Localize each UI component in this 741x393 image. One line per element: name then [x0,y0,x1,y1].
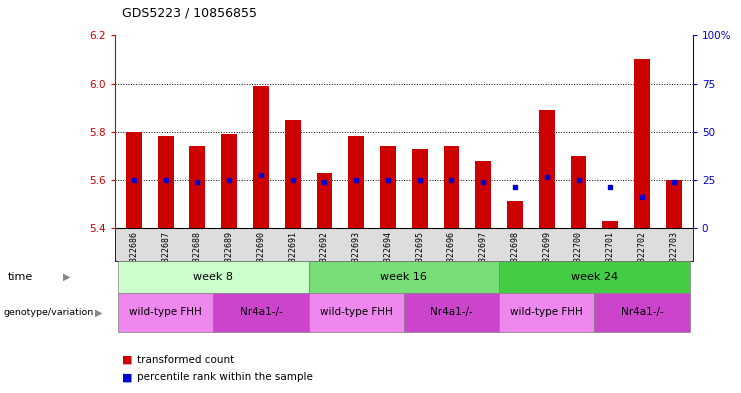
Text: time: time [7,272,33,282]
Text: GDS5223 / 10856855: GDS5223 / 10856855 [122,7,257,20]
Bar [571,156,586,228]
Text: week 24: week 24 [571,272,618,282]
Text: transformed count: transformed count [137,354,234,365]
Bar [666,180,682,228]
Bar [348,136,364,228]
Text: week 16: week 16 [380,272,428,282]
Text: Nr4a1-/-: Nr4a1-/- [430,307,473,318]
Bar [190,146,205,228]
Text: ■: ■ [122,372,133,382]
Text: ▶: ▶ [63,272,70,282]
Bar [158,136,173,228]
Bar [412,149,428,228]
Bar [285,119,301,228]
Text: ▶: ▶ [95,307,102,318]
Bar [380,146,396,228]
Bar [444,146,459,228]
Text: Nr4a1-/-: Nr4a1-/- [621,307,663,318]
Text: Nr4a1-/-: Nr4a1-/- [239,307,282,318]
Text: wild-type FHH: wild-type FHH [129,307,202,318]
Bar [316,173,333,228]
Bar [475,161,491,228]
Bar [126,132,142,228]
Text: genotype/variation: genotype/variation [4,308,94,317]
Bar [539,110,555,228]
Bar [253,86,269,228]
Bar [222,134,237,228]
Bar [634,59,650,228]
Text: ■: ■ [122,354,133,365]
Bar [602,221,618,228]
Text: wild-type FHH: wild-type FHH [320,307,393,318]
Text: week 8: week 8 [193,272,233,282]
Text: wild-type FHH: wild-type FHH [511,307,583,318]
Text: percentile rank within the sample: percentile rank within the sample [137,372,313,382]
Bar [507,202,523,228]
